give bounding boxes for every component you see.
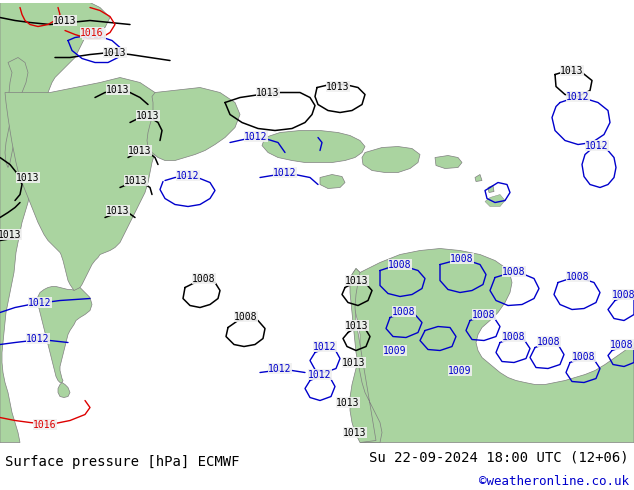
Polygon shape [58,383,70,397]
Text: 1012: 1012 [313,342,337,351]
Polygon shape [488,186,494,193]
Polygon shape [5,77,172,291]
Text: 1008: 1008 [612,290,634,299]
Text: 1013: 1013 [560,66,584,75]
Text: 1008: 1008 [611,340,634,349]
Text: 1008: 1008 [450,253,474,264]
Text: 1008: 1008 [192,273,216,284]
Polygon shape [0,2,110,442]
Polygon shape [485,195,505,206]
Text: 1013: 1013 [256,88,280,98]
Polygon shape [262,130,365,163]
Polygon shape [435,155,462,169]
Text: 1008: 1008 [502,267,526,276]
Text: 1016: 1016 [81,27,104,38]
Text: Su 22-09-2024 18:00 UTC (12+06): Su 22-09-2024 18:00 UTC (12+06) [369,451,629,465]
Text: 1013: 1013 [0,229,22,240]
Polygon shape [350,269,382,442]
Text: 1013: 1013 [342,358,366,368]
Text: 1008: 1008 [392,307,416,317]
Text: 1013: 1013 [103,48,127,57]
Text: 1012: 1012 [273,168,297,177]
Text: 1012: 1012 [268,364,292,373]
Text: 1012: 1012 [585,141,609,150]
Text: 1008: 1008 [472,310,496,319]
Text: 1012: 1012 [244,131,268,142]
Text: 1008: 1008 [502,332,526,342]
Text: 1013: 1013 [336,397,359,408]
Text: 1013: 1013 [327,81,350,92]
Text: 1016: 1016 [33,419,57,430]
Text: 1012: 1012 [566,92,590,101]
Polygon shape [5,57,28,168]
Text: 1013: 1013 [346,275,369,286]
Polygon shape [475,174,482,181]
Text: 1013: 1013 [346,320,369,331]
Text: 1008: 1008 [566,271,590,282]
Text: 1008: 1008 [388,260,411,270]
Text: 1013: 1013 [136,111,160,121]
Text: 1012: 1012 [176,171,200,180]
Text: 1009: 1009 [383,345,407,356]
Text: 1013: 1013 [343,427,366,438]
Text: 1013: 1013 [124,175,148,186]
Text: 1013: 1013 [107,84,130,95]
Text: 1012: 1012 [29,297,52,308]
Text: 1012: 1012 [82,29,106,40]
Polygon shape [147,88,240,161]
Text: ©weatheronline.co.uk: ©weatheronline.co.uk [479,474,629,488]
Polygon shape [362,147,420,172]
Text: 1008: 1008 [234,312,258,321]
Polygon shape [350,248,634,442]
Text: 1008: 1008 [573,351,596,362]
Polygon shape [320,174,345,189]
Text: 1012: 1012 [26,334,49,343]
Text: 1013: 1013 [16,172,40,182]
Text: 1013: 1013 [53,16,77,25]
Text: 1008: 1008 [537,337,560,346]
Text: 1013: 1013 [128,146,152,155]
Polygon shape [37,287,92,383]
Text: 1009: 1009 [448,366,472,375]
Text: 1013: 1013 [107,205,130,216]
Text: Surface pressure [hPa] ECMWF: Surface pressure [hPa] ECMWF [5,455,240,469]
Text: 1012: 1012 [308,369,332,380]
